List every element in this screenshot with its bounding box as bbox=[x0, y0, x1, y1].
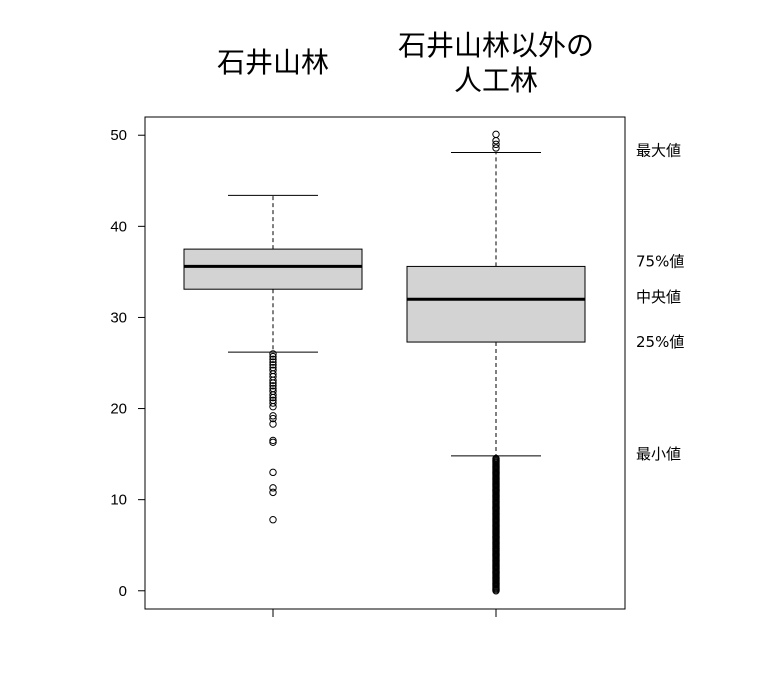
outlier-point bbox=[269, 403, 277, 411]
x-axis bbox=[272, 609, 497, 617]
category-title-line: 石井山林 bbox=[217, 46, 329, 79]
y-tick-label: 10 bbox=[110, 492, 127, 509]
annotation-label: 最大値 bbox=[636, 142, 681, 160]
outlier-point bbox=[269, 414, 277, 423]
outlier-point bbox=[269, 358, 277, 366]
outlier-point bbox=[269, 361, 277, 369]
outlier-point bbox=[269, 391, 277, 399]
outlier-point bbox=[269, 379, 277, 387]
outlier-point bbox=[269, 355, 277, 364]
outlier-point bbox=[492, 144, 500, 152]
outlier-point bbox=[269, 484, 277, 492]
plot-frame bbox=[144, 116, 626, 610]
annotation-label: 25%値 bbox=[636, 333, 684, 351]
outlier-point bbox=[269, 382, 277, 390]
outlier-point bbox=[269, 376, 277, 385]
outlier-point bbox=[269, 420, 277, 428]
y-tick-label: 40 bbox=[110, 218, 127, 235]
y-tick-label: 0 bbox=[119, 583, 127, 600]
outlier-point bbox=[492, 140, 500, 149]
outlier-point bbox=[269, 438, 277, 446]
annotation-label: 最小値 bbox=[636, 445, 681, 463]
box-group bbox=[183, 194, 363, 524]
outlier-point bbox=[269, 350, 277, 358]
y-tick-label: 50 bbox=[110, 127, 127, 144]
outlier-point bbox=[269, 516, 277, 524]
y-tick-label: 30 bbox=[110, 309, 127, 326]
y-tick-label: 20 bbox=[110, 401, 127, 418]
outlier-point bbox=[269, 399, 277, 407]
boxes bbox=[183, 130, 586, 595]
annotation-label: 中央値 bbox=[636, 288, 681, 306]
outlier-point bbox=[269, 352, 277, 361]
y-axis: 0 10 20 30 40 50 bbox=[110, 127, 145, 600]
box-iqr bbox=[183, 248, 363, 290]
outlier-point bbox=[269, 488, 277, 497]
outlier-point bbox=[492, 454, 500, 463]
box-group bbox=[406, 130, 586, 595]
outlier-point bbox=[269, 412, 277, 420]
category-title-line: 石井山林以外の bbox=[398, 29, 594, 62]
outlier-point bbox=[492, 130, 500, 139]
outlier-point bbox=[269, 468, 277, 477]
outlier-point bbox=[269, 393, 277, 402]
box-iqr bbox=[406, 265, 586, 343]
annotation-label: 75%値 bbox=[636, 252, 684, 270]
category-title-line: 人工林 bbox=[454, 64, 538, 97]
